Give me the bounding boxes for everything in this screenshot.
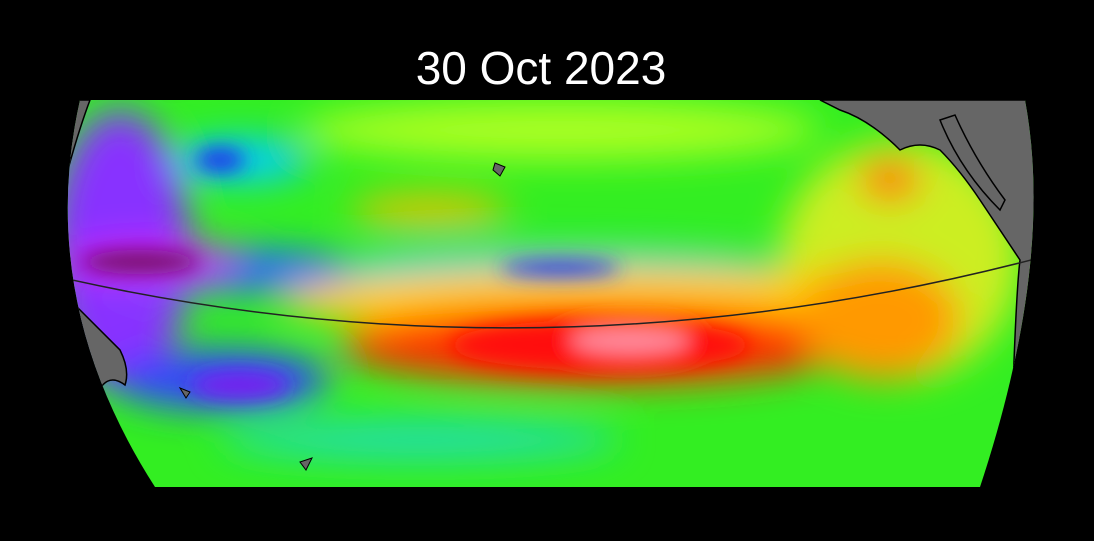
anomaly-map bbox=[67, 100, 1034, 487]
map-title: 30 Oct 2023 bbox=[416, 42, 667, 94]
